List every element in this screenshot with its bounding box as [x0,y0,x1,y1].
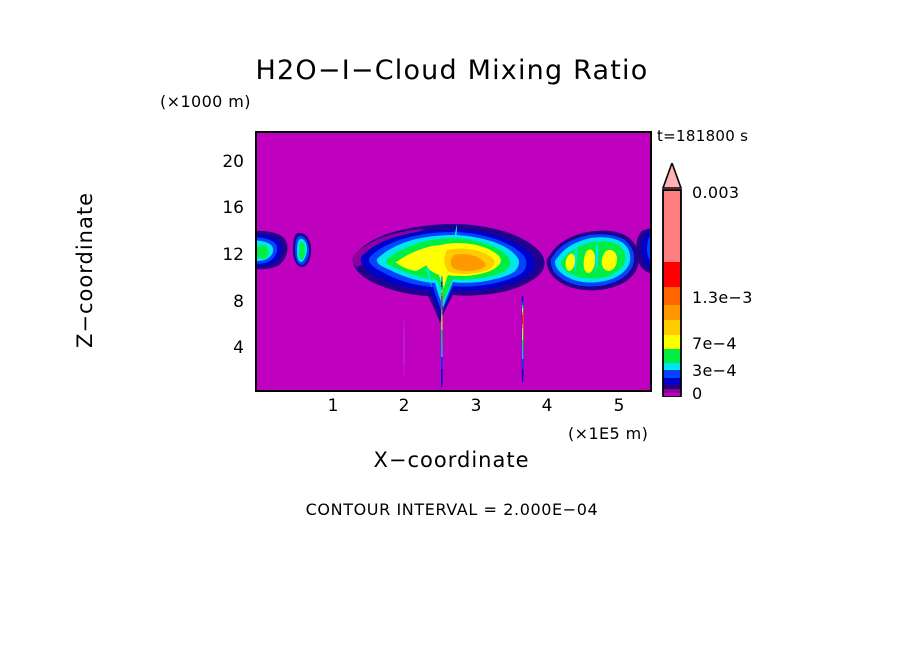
y-tick-20: 20 [222,152,244,172]
cloud-right-edge [636,228,650,274]
precip-streak-1 [441,276,443,387]
contour-interval-caption: CONTOUR INTERVAL = 2.000E−04 [305,500,599,519]
x-axis-unit-label: (×1E5 m) [568,424,649,443]
colorbar-label-1: 1.3e−3 [692,288,753,307]
x-tick-5: 5 [613,396,625,416]
page-title: H2O−I−Cloud Mixing Ratio [255,55,649,86]
cloud-right [546,230,640,291]
colorbar [660,163,684,397]
x-axis-title: X−coordinate [373,448,530,472]
colorbar-bands [663,190,681,397]
y-tick-8: 8 [233,292,244,312]
precip-streak-3-faint [403,319,405,375]
y-tick-4: 4 [233,338,244,358]
precip-streak-2 [521,296,524,382]
y-axis-unit-label: (×1000 m) [160,92,251,111]
colorbar-label-2: 7e−4 [692,334,737,353]
cloud-left-edge [257,230,288,270]
y-tick-12: 12 [222,245,244,265]
cloud-small-teardrop [293,232,312,268]
colorbar-label-4: 0 [692,384,703,403]
time-stamp: t=181800 s [657,127,749,145]
x-tick-4: 4 [541,396,553,416]
x-tick-3: 3 [470,396,482,416]
x-tick-1: 1 [327,396,339,416]
y-axis-title: Z−coordinate [73,192,97,348]
colorbar-label-3: 3e−4 [692,361,737,380]
colorbar-label-0: 0.003 [692,183,740,202]
contour-field [257,133,650,390]
colorbar-scale [661,163,683,397]
y-tick-16: 16 [222,198,244,218]
cloud-main-central [352,224,545,323]
colorbar-arrow-icon [661,163,683,189]
x-tick-2: 2 [398,396,410,416]
plot-area [255,131,652,392]
